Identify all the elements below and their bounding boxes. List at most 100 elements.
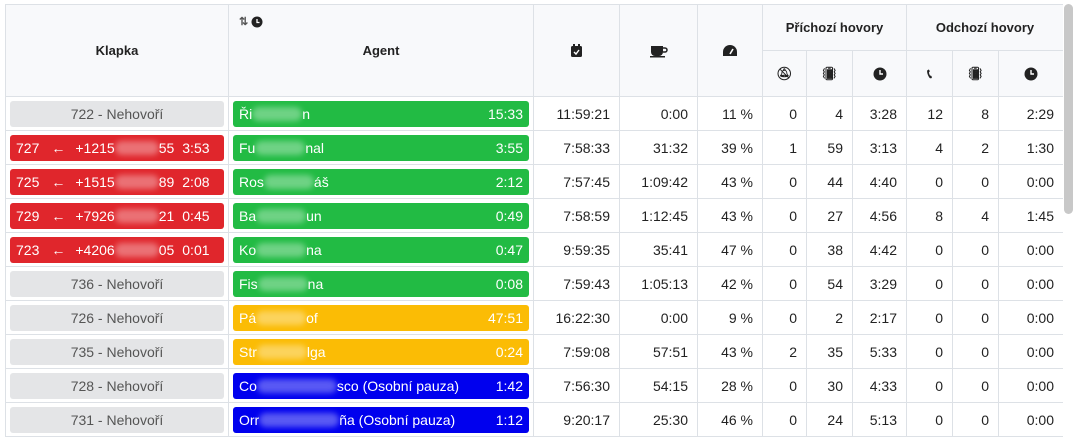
redaction xyxy=(256,344,307,359)
ringing-icon[interactable]: 📳︎ xyxy=(806,50,853,97)
agent-name-end: lga xyxy=(306,343,326,360)
outgoing-stat: 0:00 xyxy=(998,164,1063,199)
agent-header[interactable]: ⇅ Agent xyxy=(228,4,534,97)
agent-time: 3:55 xyxy=(495,139,523,156)
outgoing-stat: 4 xyxy=(906,130,953,165)
pause-time: 54:15 xyxy=(619,368,698,403)
incoming-stat: 0 xyxy=(762,96,807,131)
outgoing-stat: 0 xyxy=(952,164,999,199)
login-time: 7:57:45 xyxy=(533,164,620,199)
agent-cell: Pá of 47:51 xyxy=(228,300,534,335)
agent-cell: Fu nal 3:55 xyxy=(228,130,534,165)
agent-pill: Ros áš 2:12 xyxy=(233,168,529,195)
login-header[interactable] xyxy=(533,4,620,97)
pause-time: 25:30 xyxy=(619,402,698,437)
incoming-stat: 4:42 xyxy=(852,232,907,267)
redaction xyxy=(252,106,303,121)
incoming-stat: 2 xyxy=(762,334,807,369)
agent-name-start: Ros xyxy=(239,173,264,190)
caller-start: +1215 xyxy=(75,139,115,156)
outgoing-stat: 8 xyxy=(952,96,999,131)
ext-cell: 736 - Nehovoří xyxy=(5,266,229,301)
sort-icons[interactable]: ⇅ xyxy=(239,15,263,28)
incoming-stat: 3:29 xyxy=(852,266,907,301)
incoming-stat: 2 xyxy=(806,300,853,335)
incoming-stat: 27 xyxy=(806,198,853,233)
ext-cell: 728 - Nehovoří xyxy=(5,368,229,403)
klapka-header[interactable]: Klapka xyxy=(5,4,229,97)
agent-cell: Ros áš 2:12 xyxy=(228,164,534,199)
outgoing-stat: 2 xyxy=(952,130,999,165)
out-time-icon[interactable] xyxy=(998,50,1063,97)
outgoing-stat: 0:00 xyxy=(998,266,1063,301)
pause-time: 1:12:45 xyxy=(619,198,698,233)
caller-end: 05 xyxy=(158,241,175,258)
agent-pill: Ko na 0:47 xyxy=(233,236,529,263)
redaction xyxy=(263,174,314,189)
pause-time: 1:05:13 xyxy=(619,266,698,301)
login-time: 7:58:33 xyxy=(533,130,620,165)
agent-time: 1:12 xyxy=(495,411,523,428)
incoming-stat: 59 xyxy=(806,130,853,165)
ext-status: 728 - Nehovoří xyxy=(10,372,224,399)
incoming-stat: 54 xyxy=(806,266,853,301)
incoming-stat: 3:28 xyxy=(852,96,907,131)
incoming-stat: 5:33 xyxy=(852,334,907,369)
call-arrow: ← xyxy=(51,207,66,224)
row: 729 ← +7926 21 0:45 Ba un 0:49 7:58:59 1:12:45 43 … xyxy=(5,198,1063,233)
pause-time: 57:51 xyxy=(619,334,698,369)
outgoing-stat: 12 xyxy=(906,96,953,131)
call-arrow: ← xyxy=(51,241,66,258)
ext-status: 731 - Nehovoří xyxy=(10,406,224,433)
outgoing-stat: 0 xyxy=(906,232,953,267)
login-time: 7:56:30 xyxy=(533,368,620,403)
ext-call: 723 ← +4206 05 0:01 xyxy=(10,236,224,263)
caller-start: +1515 xyxy=(75,173,115,190)
out-ringing-icon[interactable]: 📳︎ xyxy=(952,50,999,97)
agent-time: 47:51 xyxy=(487,309,523,326)
call-time: 0:45 xyxy=(182,207,210,224)
redaction xyxy=(256,310,307,325)
utilization: 42 % xyxy=(697,266,763,301)
agent-pill: Pá of 47:51 xyxy=(233,304,529,331)
login-time: 16:22:30 xyxy=(533,300,620,335)
incoming-stat: 4:56 xyxy=(852,198,907,233)
ext-call: 725 ← +1515 89 2:08 xyxy=(10,168,224,195)
ext-status: 736 - Nehovoří xyxy=(10,270,224,297)
ext-number: 727 xyxy=(16,139,40,156)
agent-name-start: Pá xyxy=(239,309,257,326)
agent-header-text: Agent xyxy=(362,43,400,58)
outgoing-stat: 0 xyxy=(906,266,953,301)
caller-start: +4206 xyxy=(75,241,115,258)
redaction xyxy=(114,140,159,155)
missed-icon[interactable]: 🔕︎ xyxy=(762,50,807,97)
pause-time: 1:09:42 xyxy=(619,164,698,199)
agent-name-start: Str xyxy=(239,343,257,360)
outgoing-stat: 0 xyxy=(952,300,999,335)
pause-time: 0:00 xyxy=(619,300,698,335)
pause-header[interactable] xyxy=(619,4,698,97)
agent-name-start: Ko xyxy=(239,241,257,258)
incoming-stat: 1 xyxy=(762,130,807,165)
incoming-stat: 0 xyxy=(762,300,807,335)
in-time-icon[interactable] xyxy=(852,50,907,97)
redaction xyxy=(114,208,159,223)
outgoing-stat: 0 xyxy=(952,368,999,403)
outgoing-stat: 0 xyxy=(906,368,953,403)
agent-time: 0:47 xyxy=(495,241,523,258)
incoming-stat: 24 xyxy=(806,402,853,437)
utilization: 28 % xyxy=(697,368,763,403)
agent-cell: Orr ña (Osobní pauza) 1:12 xyxy=(228,402,534,437)
util-header[interactable] xyxy=(697,4,763,97)
agent-pill: Ba un 0:49 xyxy=(233,202,529,229)
incoming-stat: 0 xyxy=(762,402,807,437)
call-icon[interactable]: 📞︎ xyxy=(906,50,953,97)
outgoing-stat: 0 xyxy=(952,402,999,437)
utilization: 43 % xyxy=(697,334,763,369)
row: 723 ← +4206 05 0:01 Ko na 0:47 9:59:35 35:41 47 % 0… xyxy=(5,232,1063,267)
call-arrow: ← xyxy=(51,173,66,190)
scrollbar[interactable] xyxy=(1064,4,1073,214)
ext-cell: 723 ← +4206 05 0:01 xyxy=(5,232,229,267)
utilization: 43 % xyxy=(697,164,763,199)
